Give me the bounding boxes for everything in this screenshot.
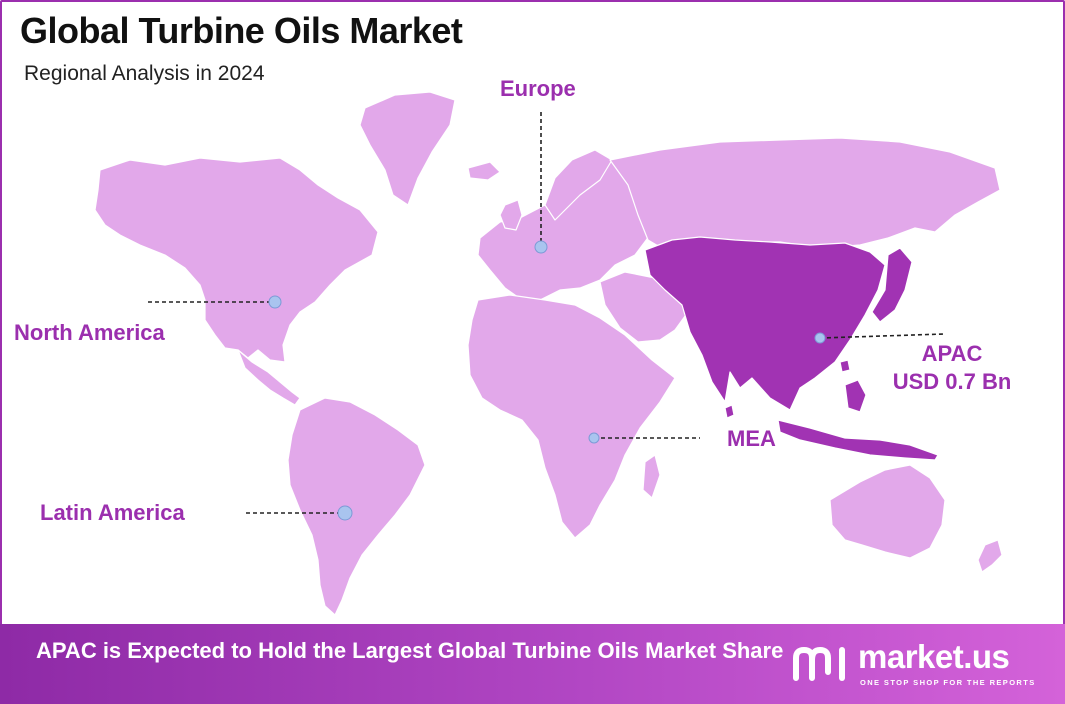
land-sri-lanka — [724, 404, 735, 419]
label-europe: Europe — [500, 76, 576, 101]
land-new-zealand — [977, 539, 1003, 573]
marker-north-america — [268, 295, 282, 309]
label-latin-america: Latin America — [40, 500, 185, 525]
land-russia — [609, 137, 1001, 251]
footer-banner: APAC is Expected to Hold the Largest Glo… — [0, 624, 1065, 704]
land-indonesia — [777, 419, 939, 461]
land-madagascar — [642, 454, 661, 499]
land-philippines — [839, 359, 867, 413]
page-subtitle: Regional Analysis in 2024 — [24, 62, 265, 85]
land-central-america — [237, 349, 301, 406]
land-iceland — [467, 161, 501, 181]
marker-mea — [588, 432, 600, 444]
footer-headline: APAC is Expected to Hold the Largest Glo… — [36, 638, 784, 663]
land-japan — [871, 247, 913, 323]
label-mea: MEA — [727, 426, 776, 451]
land-north-america — [94, 157, 379, 363]
market-us-logo-icon — [793, 646, 845, 681]
label-apac-name: APAC — [921, 341, 983, 366]
marker-apac — [814, 332, 826, 344]
label-apac-value: USD 0.7 Bn — [892, 369, 1012, 394]
land-scandinavia — [544, 149, 613, 221]
marker-europe — [534, 240, 548, 254]
land-africa — [467, 294, 676, 539]
brand-tagline: ONE STOP SHOP FOR THE REPORTS — [860, 678, 1036, 687]
brand-name: market.us — [858, 638, 1010, 675]
land-south-america — [287, 397, 426, 616]
land-uk — [499, 199, 523, 231]
marker-latin-america — [337, 505, 353, 521]
label-north-america: North America — [14, 320, 165, 345]
label-apac: APAC USD 0.7 Bn — [888, 340, 1016, 396]
land-greenland — [359, 91, 456, 206]
land-australia — [829, 464, 946, 559]
page-title: Global Turbine Oils Market — [20, 10, 463, 51]
land-apac — [644, 236, 886, 411]
